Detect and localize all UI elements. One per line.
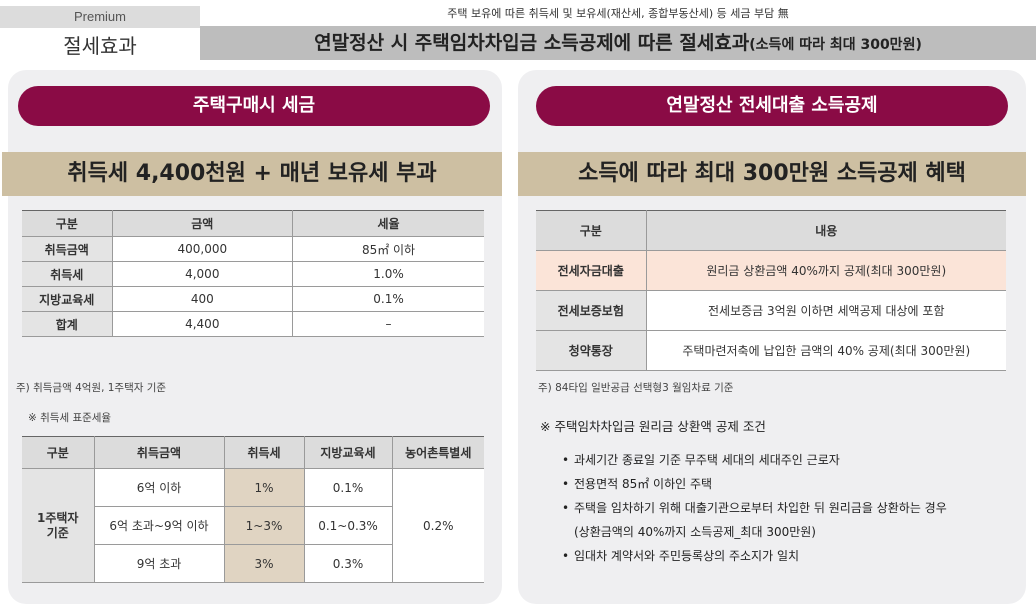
deduction-note: 주) 84타입 일반공급 선택형3 월임차료 기준 (538, 382, 734, 394)
condition-text: 전용면적 85㎡ 이하인 주택 (574, 477, 713, 491)
table-row: 전세보증보험 전세보증금 3억원 이하면 세액공제 대상에 포함 (536, 290, 1006, 331)
table-header: 농어촌특별세 (391, 436, 484, 469)
row-label: 지방교육세 (22, 286, 112, 312)
table-row: 합계 4,400 – (22, 311, 484, 337)
list-item: • 주택을 임차하기 위해 대출기관으로부터 차입한 뒤 원리금을 상환하는 경우 (562, 500, 947, 524)
table-header-row: 구분 내용 (536, 210, 1006, 251)
table-row: 전세자금대출 원리금 상환금액 40%까지 공제(최대 300만원) (536, 250, 1006, 291)
purchase-tax-table: 구분 금액 세율 취득금액 400,000 85㎡ 이하 취득세 4,000 1… (22, 210, 484, 337)
table-header: 구분 (22, 436, 94, 469)
table-cell: 3% (223, 544, 304, 583)
table-header: 세율 (292, 210, 484, 237)
table-cell: 0.1% (292, 286, 484, 312)
table-row: 취득금액 400,000 85㎡ 이하 (22, 236, 484, 262)
purchase-tax-pill: 주택구매시 세금 (18, 86, 490, 126)
row-group-label: 1주택자 기준 (22, 468, 94, 583)
list-item: (상환금액의 40%까지 소득공제_최대 300만원) (562, 524, 947, 548)
table-cell: 0.1~0.3% (303, 506, 392, 545)
title-sub: (소득에 따라 최대 300만원) (749, 37, 922, 53)
standard-rate-note: ※ 취득세 표준세율 (28, 412, 112, 424)
table-header: 금액 (111, 210, 293, 237)
table-cell: 0.1% (303, 468, 392, 507)
list-item: • 임대차 계약서와 주민등록상의 주소지가 일치 (562, 548, 947, 572)
condition-text: 과세기간 종료일 기준 무주택 세대의 세대주인 근로자 (574, 453, 840, 467)
table-cell: 9억 초과 (93, 544, 224, 583)
premium-tag: Premium (0, 6, 200, 28)
table-cell: 400,000 (111, 236, 293, 262)
table-header: 구분 (536, 210, 646, 251)
list-item: • 과세기간 종료일 기준 무주택 세대의 세대주인 근로자 (562, 452, 947, 476)
purchase-tax-band: 취득세 4,400천원 + 매년 보유세 부과 (2, 152, 502, 196)
table-cell: 6억 초과~9억 이하 (93, 506, 224, 545)
table-header-row: 구분 금액 세율 (22, 210, 484, 237)
bullet-icon: • (562, 501, 570, 515)
purchase-note: 주) 취득금액 4억원, 1주택자 기준 (16, 382, 167, 394)
table-cell: 원리금 상환금액 40%까지 공제(최대 300만원) (645, 250, 1006, 291)
conditions-list: • 과세기간 종료일 기준 무주택 세대의 세대주인 근로자 • 전용면적 85㎡ … (562, 452, 947, 572)
row-label: 합계 (22, 311, 112, 337)
list-item: • 전용면적 85㎡ 이하인 주택 (562, 476, 947, 500)
table-row: 9억 초과 3% 0.3% (22, 544, 484, 583)
condition-text: (상환금액의 40%까지 소득공제_최대 300만원) (574, 525, 816, 539)
table-header: 구분 (22, 210, 112, 237)
table-row: 1주택자 기준 6억 이하 1% 0.1% 0.2% (22, 468, 484, 583)
lease-deduction-panel: 연말정산 전세대출 소득공제 소득에 따라 최대 300만원 소득공제 혜택 구… (518, 70, 1026, 604)
table-cell: 전세보증금 3억원 이하면 세액공제 대상에 포함 (645, 290, 1006, 331)
table-cell: 6억 이하 (93, 468, 224, 507)
table-row: 취득세 4,000 1.0% (22, 261, 484, 287)
table-header: 취득세 (223, 436, 304, 469)
condition-text: 임대차 계약서와 주민등록상의 주소지가 일치 (574, 549, 800, 563)
row-label: 전세보증보험 (536, 290, 646, 331)
row-label: 전세자금대출 (536, 250, 646, 291)
table-cell: 1.0% (292, 261, 484, 287)
table-cell: 4,000 (111, 261, 293, 287)
row-label: 취득세 (22, 261, 112, 287)
lease-deduction-pill: 연말정산 전세대출 소득공제 (536, 86, 1008, 126)
table-cell: 4,400 (111, 311, 293, 337)
purchase-tax-panel: 주택구매시 세금 취득세 4,400천원 + 매년 보유세 부과 구분 금액 세… (2, 70, 502, 604)
lease-deduction-band: 소득에 따라 최대 300만원 소득공제 혜택 (518, 152, 1026, 196)
section-label: 절세효과 (63, 34, 137, 58)
rural-tax-cell: 0.2% (391, 468, 484, 583)
table-cell: 1% (223, 468, 304, 507)
table-cell: 85㎡ 이하 (292, 236, 484, 262)
table-cell: 400 (111, 286, 293, 312)
table-header: 지방교육세 (303, 436, 392, 469)
condition-text: 주택을 임차하기 위해 대출기관으로부터 차입한 뒤 원리금을 상환하는 경우 (574, 501, 947, 515)
title-main: 연말정산 시 주택임차차입금 소득공제에 따른 절세효과 (314, 32, 750, 54)
deduction-table: 구분 내용 전세자금대출 원리금 상환금액 40%까지 공제(최대 300만원)… (536, 210, 1006, 371)
table-row: 지방교육세 400 0.1% (22, 286, 484, 312)
standard-rate-table: 구분 취득금액 취득세 지방교육세 농어촌특별세 1주택자 기준 6억 이하 1… (22, 436, 484, 583)
table-cell: – (292, 311, 484, 337)
conditions-title: ※ 주택임차차입금 원리금 상환액 공제 조건 (540, 419, 766, 434)
bullet-icon: • (562, 453, 570, 467)
table-row: 청약통장 주택마련저축에 납입한 금액의 40% 공제(최대 300만원) (536, 330, 1006, 371)
table-header: 취득금액 (93, 436, 224, 469)
table-header-row: 구분 취득금액 취득세 지방교육세 농어촌특별세 (22, 436, 484, 469)
row-label: 취득금액 (22, 236, 112, 262)
page-title: 연말정산 시 주택임차차입금 소득공제에 따른 절세효과(소득에 따라 최대 3… (200, 26, 1036, 60)
table-cell: 1~3% (223, 506, 304, 545)
table-cell: 0.3% (303, 544, 392, 583)
table-row: 6억 초과~9억 이하 1~3% 0.1~0.3% (22, 506, 484, 545)
row-label: 청약통장 (536, 330, 646, 371)
bullet-icon: • (562, 549, 570, 563)
tax-notice: 주택 보유에 따른 취득세 및 보유세(재산세, 종합부동산세) 등 세금 부담… (447, 7, 789, 20)
bullet-icon: • (562, 477, 570, 491)
table-header: 내용 (645, 210, 1006, 251)
table-cell: 주택마련저축에 납입한 금액의 40% 공제(최대 300만원) (645, 330, 1006, 371)
